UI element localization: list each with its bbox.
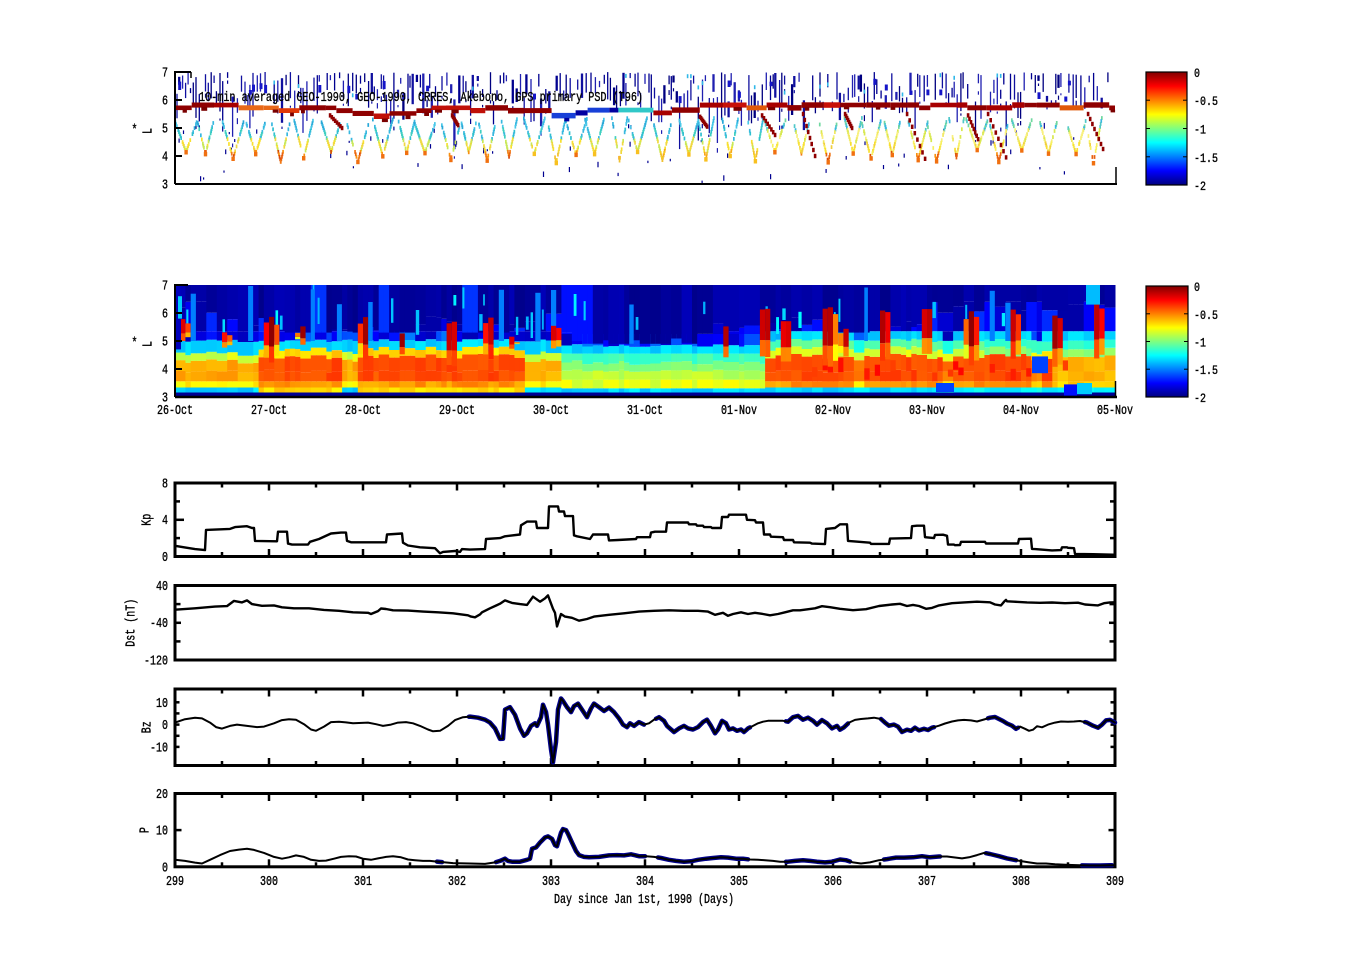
svg-text:300: 300 [260, 875, 278, 890]
svg-text:L: L [142, 341, 157, 347]
svg-text:10: 10 [156, 825, 168, 840]
svg-text:02-Nov: 02-Nov [815, 404, 851, 419]
svg-text:05-Nov: 05-Nov [1097, 404, 1133, 419]
svg-text:Kp: Kp [141, 514, 156, 526]
svg-text:10-min averaged GEO-1990, GEO-: 10-min averaged GEO-1990, GEO-1990, CRRE… [199, 91, 643, 106]
svg-text:301: 301 [354, 875, 372, 890]
svg-text:304: 304 [636, 875, 654, 890]
svg-text:7: 7 [162, 67, 168, 82]
svg-text:299: 299 [166, 875, 184, 890]
svg-text:0: 0 [1194, 281, 1200, 295]
svg-text:L: L [142, 128, 157, 134]
svg-text:3: 3 [162, 392, 168, 407]
svg-text:-0.5: -0.5 [1194, 309, 1218, 323]
svg-text:303: 303 [542, 875, 560, 890]
svg-text:P: P [139, 827, 154, 833]
svg-text:01-Nov: 01-Nov [721, 404, 757, 419]
svg-text:-0.5: -0.5 [1194, 95, 1218, 109]
svg-text:307: 307 [918, 875, 936, 890]
svg-text:-40: -40 [150, 617, 168, 632]
svg-text:0: 0 [1194, 67, 1200, 81]
svg-text:20: 20 [156, 788, 168, 803]
svg-text:4: 4 [162, 364, 168, 379]
svg-text:309: 309 [1106, 875, 1124, 890]
svg-text:8: 8 [162, 478, 168, 493]
svg-text:5: 5 [162, 336, 168, 351]
svg-text:Dst (nT): Dst (nT) [125, 599, 140, 647]
svg-text:308: 308 [1012, 875, 1030, 890]
svg-text:5: 5 [162, 123, 168, 138]
svg-text:Day since Jan 1st, 1990 (Days): Day since Jan 1st, 1990 (Days) [554, 893, 734, 908]
svg-text:*: * [132, 337, 138, 352]
svg-text:04-Nov: 04-Nov [1003, 404, 1039, 419]
svg-text:6: 6 [162, 95, 168, 110]
svg-text:0: 0 [162, 551, 168, 566]
svg-text:26-Oct: 26-Oct [157, 404, 193, 419]
svg-text:306: 306 [824, 875, 842, 890]
svg-text:302: 302 [448, 875, 466, 890]
svg-text:305: 305 [730, 875, 748, 890]
svg-text:31-Oct: 31-Oct [627, 404, 663, 419]
svg-text:-1.5: -1.5 [1194, 152, 1218, 166]
svg-text:10: 10 [156, 697, 168, 712]
svg-text:28-Oct: 28-Oct [345, 404, 381, 419]
svg-text:0: 0 [162, 861, 168, 876]
svg-text:-2: -2 [1194, 392, 1206, 406]
svg-text:-120: -120 [144, 655, 168, 670]
svg-text:-10: -10 [150, 741, 168, 756]
svg-text:-2: -2 [1194, 180, 1206, 194]
svg-text:0: 0 [162, 719, 168, 734]
svg-text:30-Oct: 30-Oct [533, 404, 569, 419]
svg-text:-1: -1 [1194, 124, 1206, 138]
svg-text:6: 6 [162, 308, 168, 323]
svg-text:*: * [132, 124, 138, 139]
svg-text:40: 40 [156, 580, 168, 595]
svg-text:3: 3 [162, 179, 168, 194]
svg-text:-1: -1 [1194, 337, 1206, 351]
svg-text:29-Oct: 29-Oct [439, 404, 475, 419]
svg-text:4: 4 [162, 514, 168, 529]
svg-text:-1.5: -1.5 [1194, 364, 1218, 378]
svg-text:4: 4 [162, 151, 168, 166]
svg-text:27-Oct: 27-Oct [251, 404, 287, 419]
svg-text:03-Nov: 03-Nov [909, 404, 945, 419]
svg-text:Bz: Bz [141, 721, 156, 733]
svg-text:7: 7 [162, 280, 168, 295]
